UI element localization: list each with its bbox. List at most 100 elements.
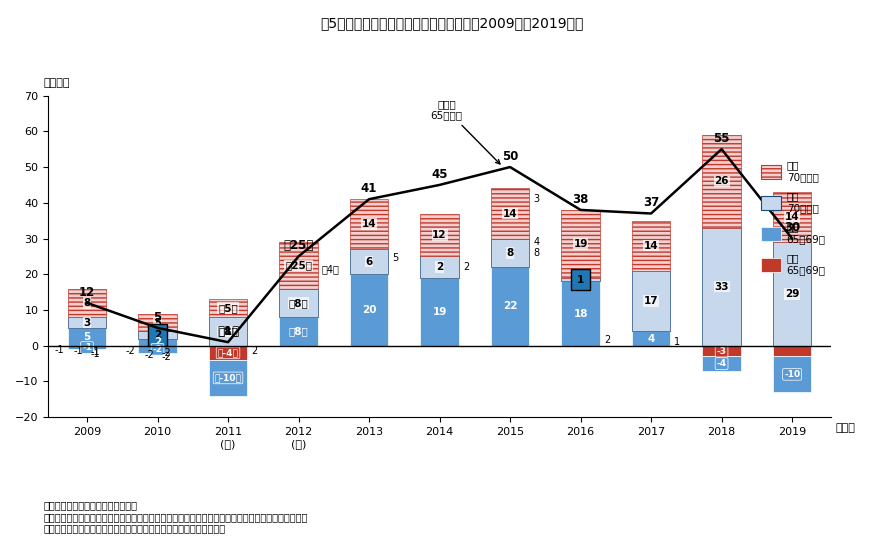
Text: 19: 19 [432, 307, 446, 317]
Text: 33: 33 [713, 282, 728, 292]
Bar [772, 192, 811, 242]
Text: 22: 22 [502, 301, 517, 312]
Bar [138, 338, 176, 345]
Bar [68, 345, 106, 349]
Text: 17: 17 [643, 296, 658, 306]
Text: 18: 18 [573, 308, 587, 319]
Text: 50: 50 [501, 150, 518, 163]
Text: 2: 2 [251, 346, 257, 356]
Text: -2: -2 [144, 350, 154, 360]
Text: 19: 19 [573, 239, 587, 249]
Bar [420, 213, 459, 257]
Text: 12: 12 [432, 230, 447, 240]
Bar [701, 356, 740, 371]
Text: （年）: （年） [835, 423, 855, 433]
Bar [631, 271, 670, 331]
Text: （万人）: （万人） [43, 78, 70, 88]
Bar [701, 345, 740, 356]
Text: 6: 6 [365, 257, 372, 267]
Text: -4: -4 [716, 359, 726, 368]
Text: 〨8〩: 〨8〩 [289, 298, 308, 308]
Bar [209, 299, 247, 317]
Bar [138, 345, 176, 353]
Text: 男女計
65歳以上: 男女計 65歳以上 [430, 99, 500, 164]
Text: 2: 2 [154, 330, 161, 340]
Text: 〨25〩: 〨25〩 [285, 260, 312, 271]
Bar [68, 328, 106, 345]
Text: 14: 14 [784, 212, 799, 222]
Text: 〨-10〩: 〨-10〩 [215, 374, 242, 382]
Text: 26: 26 [713, 176, 728, 186]
Text: -1: -1 [74, 346, 83, 356]
Text: 5: 5 [392, 253, 398, 263]
Text: 14: 14 [362, 219, 376, 229]
Text: 3: 3 [83, 317, 90, 328]
Bar [420, 257, 459, 278]
Text: 〨4〩: 〨4〩 [322, 264, 339, 274]
Text: 5: 5 [153, 310, 162, 323]
Text: 〨8〩: 〨8〩 [289, 327, 308, 336]
Text: 14: 14 [643, 241, 658, 251]
Text: 37: 37 [642, 196, 659, 209]
Text: -2: -2 [125, 346, 135, 356]
Bar [561, 278, 600, 281]
Bar [561, 281, 600, 345]
Text: 45: 45 [431, 168, 448, 181]
Text: 55: 55 [713, 132, 729, 145]
Text: 29: 29 [784, 289, 799, 299]
Bar [490, 267, 529, 345]
Text: 5: 5 [154, 317, 161, 328]
Text: 3: 3 [533, 194, 539, 204]
Text: 8: 8 [83, 298, 90, 308]
Text: 2: 2 [603, 335, 609, 345]
Bar [209, 360, 247, 396]
Bar [490, 239, 529, 267]
Text: 1: 1 [673, 337, 680, 347]
Bar [279, 288, 317, 317]
Text: 8: 8 [506, 248, 513, 258]
Bar [209, 345, 247, 360]
Bar [420, 278, 459, 345]
Text: 〨-4〩: 〨-4〩 [217, 348, 238, 357]
Text: -1: -1 [90, 349, 100, 358]
Bar [349, 249, 388, 274]
Text: 〨8〩: 〨8〩 [218, 327, 237, 336]
Text: 〨1〩: 〨1〩 [216, 325, 239, 338]
Bar [279, 242, 317, 288]
Bar [561, 210, 600, 278]
Text: 4: 4 [647, 334, 654, 343]
Bar [349, 199, 388, 249]
Bar [701, 228, 740, 345]
Text: 20: 20 [362, 305, 376, 315]
Text: -1: -1 [82, 343, 92, 352]
Text: 30: 30 [783, 221, 799, 234]
Text: 1: 1 [576, 275, 583, 285]
Text: 〨5〩: 〨5〩 [218, 303, 237, 313]
Text: 12: 12 [79, 286, 95, 299]
Text: 2: 2 [462, 262, 468, 272]
Bar [772, 356, 811, 392]
Bar [138, 314, 176, 331]
Text: 5: 5 [83, 332, 90, 342]
Bar [279, 317, 317, 345]
Text: 14: 14 [502, 209, 517, 218]
Text: 38: 38 [572, 192, 588, 206]
Text: 資料：「労働力調査」（基本集計）
注１）数値は、単位未満を四捨五入しているため、合計の数値と内訳の計が一致しない場合がある。
注２）２０１１年及び２０１２年は、: 資料：「労働力調査」（基本集計） 注１）数値は、単位未満を四捨五入しているため、… [43, 500, 308, 534]
Bar [490, 189, 529, 239]
Bar [631, 331, 670, 345]
Text: 図5　高齢就業者数の対前年増減の推移（2009年～2019年）: 図5 高齢就業者数の対前年増減の推移（2009年～2019年） [321, 16, 583, 30]
Bar [68, 317, 106, 328]
Text: -3: -3 [716, 347, 726, 356]
Text: -1: -1 [55, 345, 64, 355]
Bar [68, 288, 106, 317]
Text: 41: 41 [361, 182, 377, 195]
Text: 8: 8 [533, 248, 539, 258]
Text: 4: 4 [533, 237, 539, 247]
Text: 2: 2 [154, 337, 161, 347]
Text: -2: -2 [161, 348, 170, 358]
Bar [349, 274, 388, 345]
Bar [209, 317, 247, 345]
Text: -2: -2 [161, 352, 170, 362]
Text: -10: -10 [783, 370, 799, 379]
Legend: 女性
70歳以上, 男性
70歳以上, 男性
65～69歳, 女性
65～69歳: 女性 70歳以上, 男性 70歳以上, 男性 65～69歳, 女性 65～69歳 [760, 161, 825, 275]
